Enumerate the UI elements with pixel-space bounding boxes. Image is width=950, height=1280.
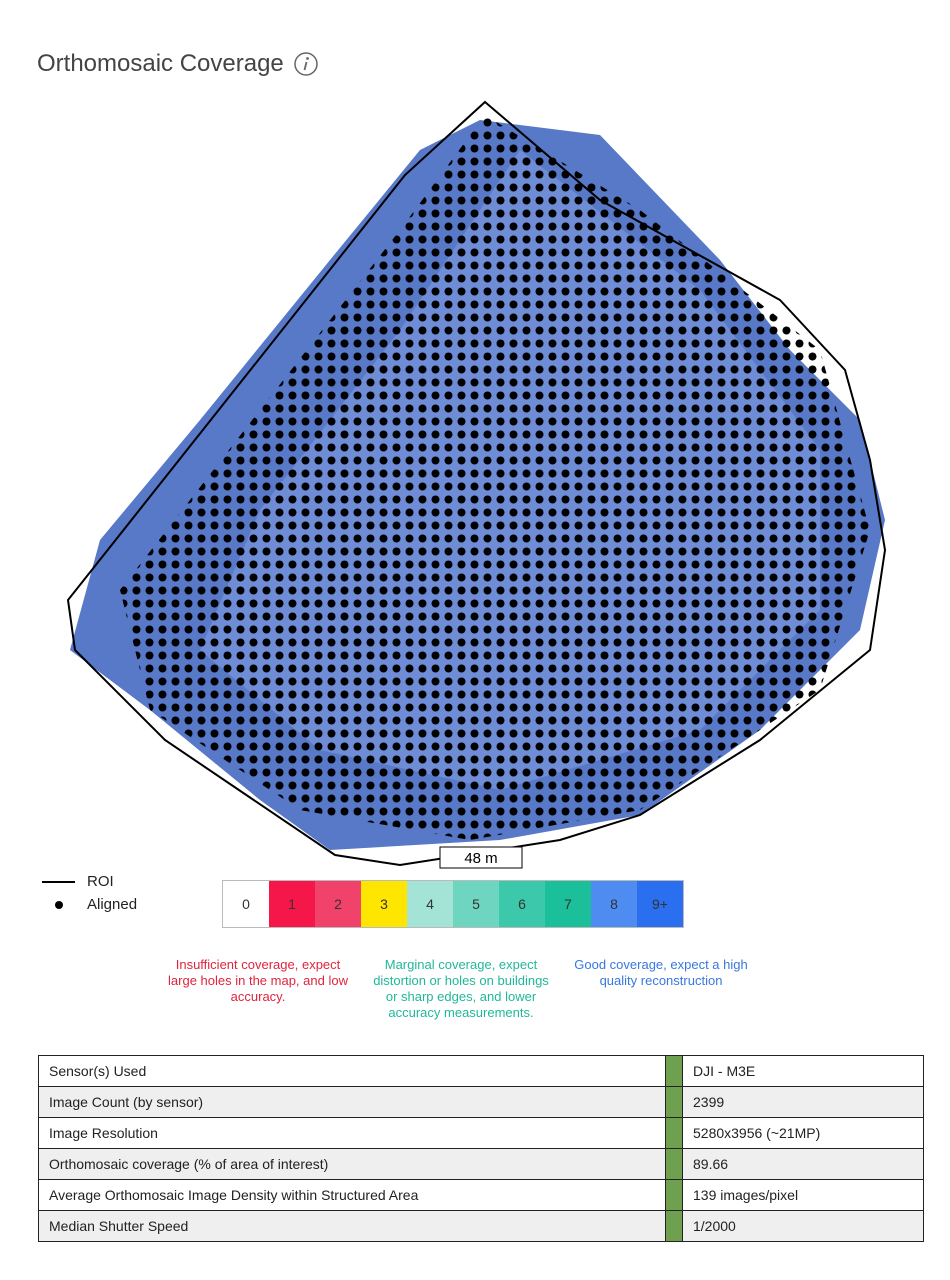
note-good: Good coverage, expect a high quality rec… <box>574 957 748 988</box>
status-strip <box>665 1210 683 1242</box>
scale-cell: 6 <box>499 881 545 927</box>
stats-table: Sensor(s) Used DJI - M3E Image Count (by s… <box>38 1055 924 1242</box>
row-value: 139 images/pixel <box>682 1179 924 1211</box>
row-label: Median Shutter Speed <box>38 1210 666 1242</box>
row-value: 5280x3956 (~21MP) <box>682 1117 924 1149</box>
row-value: 1/2000 <box>682 1210 924 1242</box>
row-value: DJI - M3E <box>682 1055 924 1087</box>
status-strip <box>665 1086 683 1118</box>
status-strip <box>665 1117 683 1149</box>
title: Orthomosaic Coverage <box>37 50 284 77</box>
table-row: Image Count (by sensor) 2399 <box>38 1086 924 1118</box>
info-icon <box>294 52 318 76</box>
scale-cell: 3 <box>361 881 407 927</box>
roi-boundary <box>66 100 887 867</box>
legend-roi: ROI <box>87 873 114 890</box>
note-insufficient: Insufficient coverage, expect large hole… <box>168 957 348 1004</box>
scale-cell: 7 <box>545 881 591 927</box>
color-scale: 0 1 2 3 4 5 6 7 8 9+ <box>222 880 684 928</box>
scale-cell: 9+ <box>637 881 683 927</box>
scale-label: 48 m <box>464 850 497 867</box>
row-label: Average Orthomosaic Image Density within… <box>38 1179 666 1211</box>
row-label: Image Resolution <box>38 1117 666 1149</box>
table-row: Median Shutter Speed 1/2000 <box>38 1210 924 1242</box>
table-row: Sensor(s) Used DJI - M3E <box>38 1055 924 1087</box>
legend-symbols <box>42 881 75 909</box>
table-row: Average Orthomosaic Image Density within… <box>38 1179 924 1211</box>
status-strip <box>665 1148 683 1180</box>
note-marginal: Marginal coverage, expect distortion or … <box>373 957 549 1020</box>
legend-aligned: Aligned <box>87 896 138 913</box>
row-label: Image Count (by sensor) <box>38 1086 666 1118</box>
status-strip <box>665 1179 683 1211</box>
status-strip <box>665 1055 683 1087</box>
scale-cell: 4 <box>407 881 453 927</box>
table-row: Orthomosaic coverage (% of area of inter… <box>38 1148 924 1180</box>
row-value: 2399 <box>682 1086 924 1118</box>
row-value: 89.66 <box>682 1148 924 1180</box>
coverage-map: 48 m <box>66 100 887 869</box>
row-label: Orthomosaic coverage (% of area of inter… <box>38 1148 666 1180</box>
scale-cell: 1 <box>269 881 315 927</box>
table-row: Image Resolution 5280x3956 (~21MP) <box>38 1117 924 1149</box>
scale-cell: 0 <box>223 881 269 927</box>
scale-cell: 8 <box>591 881 637 927</box>
scale-cell: 2 <box>315 881 361 927</box>
scale-cell: 5 <box>453 881 499 927</box>
row-label: Sensor(s) Used <box>38 1055 666 1087</box>
scale-bar <box>439 846 523 869</box>
